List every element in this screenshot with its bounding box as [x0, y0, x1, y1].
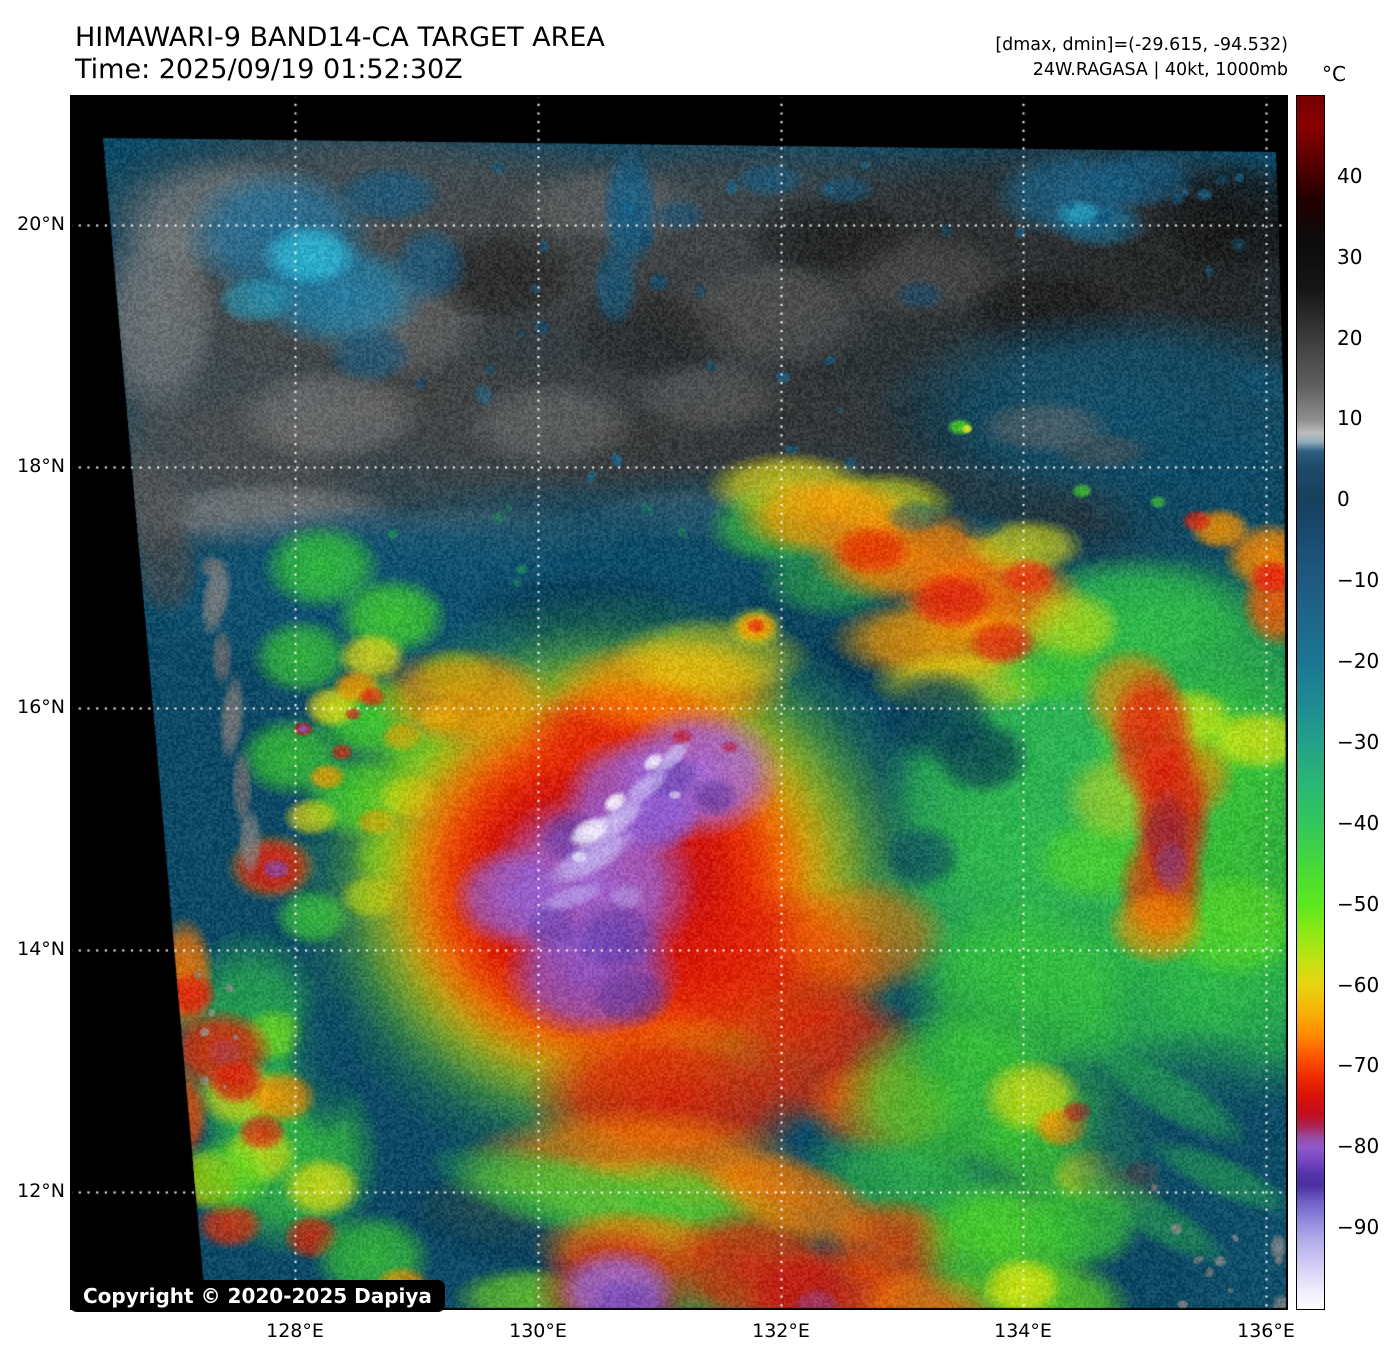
- colorbar-unit-label: °C: [1322, 62, 1346, 86]
- lon-tick-label: 128°E: [266, 1320, 324, 1342]
- colorbar-tick-label: −70: [1337, 1053, 1380, 1078]
- timestamp-label: Time: 2025/09/19 01:52:30Z: [75, 54, 463, 85]
- lat-tick-label: 12°N: [17, 1179, 65, 1202]
- copyright-badge: Copyright © 2020-2025 Dapiya: [70, 1280, 445, 1312]
- lat-tick-label: 18°N: [17, 454, 65, 477]
- colorbar-tick-label: −60: [1337, 972, 1380, 997]
- colorbar-tick-label: −40: [1337, 810, 1380, 835]
- colorbar-tick-label: 10: [1337, 406, 1363, 431]
- page-title: HIMAWARI-9 BAND14-CA TARGET AREA: [75, 22, 605, 53]
- colorbar-tick-label: −20: [1337, 649, 1380, 674]
- colorbar-tick-label: −50: [1337, 891, 1380, 916]
- lat-tick-label: 14°N: [17, 937, 65, 960]
- lon-tick-label: 130°E: [509, 1320, 567, 1342]
- colorbar-tick-label: 0: [1337, 487, 1350, 512]
- lon-tick-label: 132°E: [752, 1320, 810, 1342]
- lon-tick-label: 134°E: [994, 1320, 1052, 1342]
- colorbar-tick-label: 40: [1337, 163, 1363, 188]
- lat-tick-label: 20°N: [17, 212, 65, 235]
- satellite-map-canvas: [70, 95, 1288, 1310]
- colorbar-tick-label: −30: [1337, 729, 1380, 754]
- dmax-dmin-label: [dmax, dmin]=(-29.615, -94.532): [995, 35, 1288, 55]
- colorbar-tick-label: −10: [1337, 568, 1380, 593]
- colorbar: [1296, 95, 1325, 1310]
- header-right-block: [dmax, dmin]=(-29.615, -94.532) 24W.RAGA…: [995, 33, 1288, 83]
- colorbar-tick-label: 30: [1337, 244, 1363, 269]
- lat-tick-label: 16°N: [17, 695, 65, 718]
- colorbar-tick-label: −90: [1337, 1215, 1380, 1240]
- lon-tick-label: 136°E: [1237, 1320, 1295, 1342]
- colorbar-tick-label: 20: [1337, 325, 1363, 350]
- colorbar-tick-label: −80: [1337, 1134, 1380, 1159]
- storm-info-label: 24W.RAGASA | 40kt, 1000mb: [1032, 60, 1288, 80]
